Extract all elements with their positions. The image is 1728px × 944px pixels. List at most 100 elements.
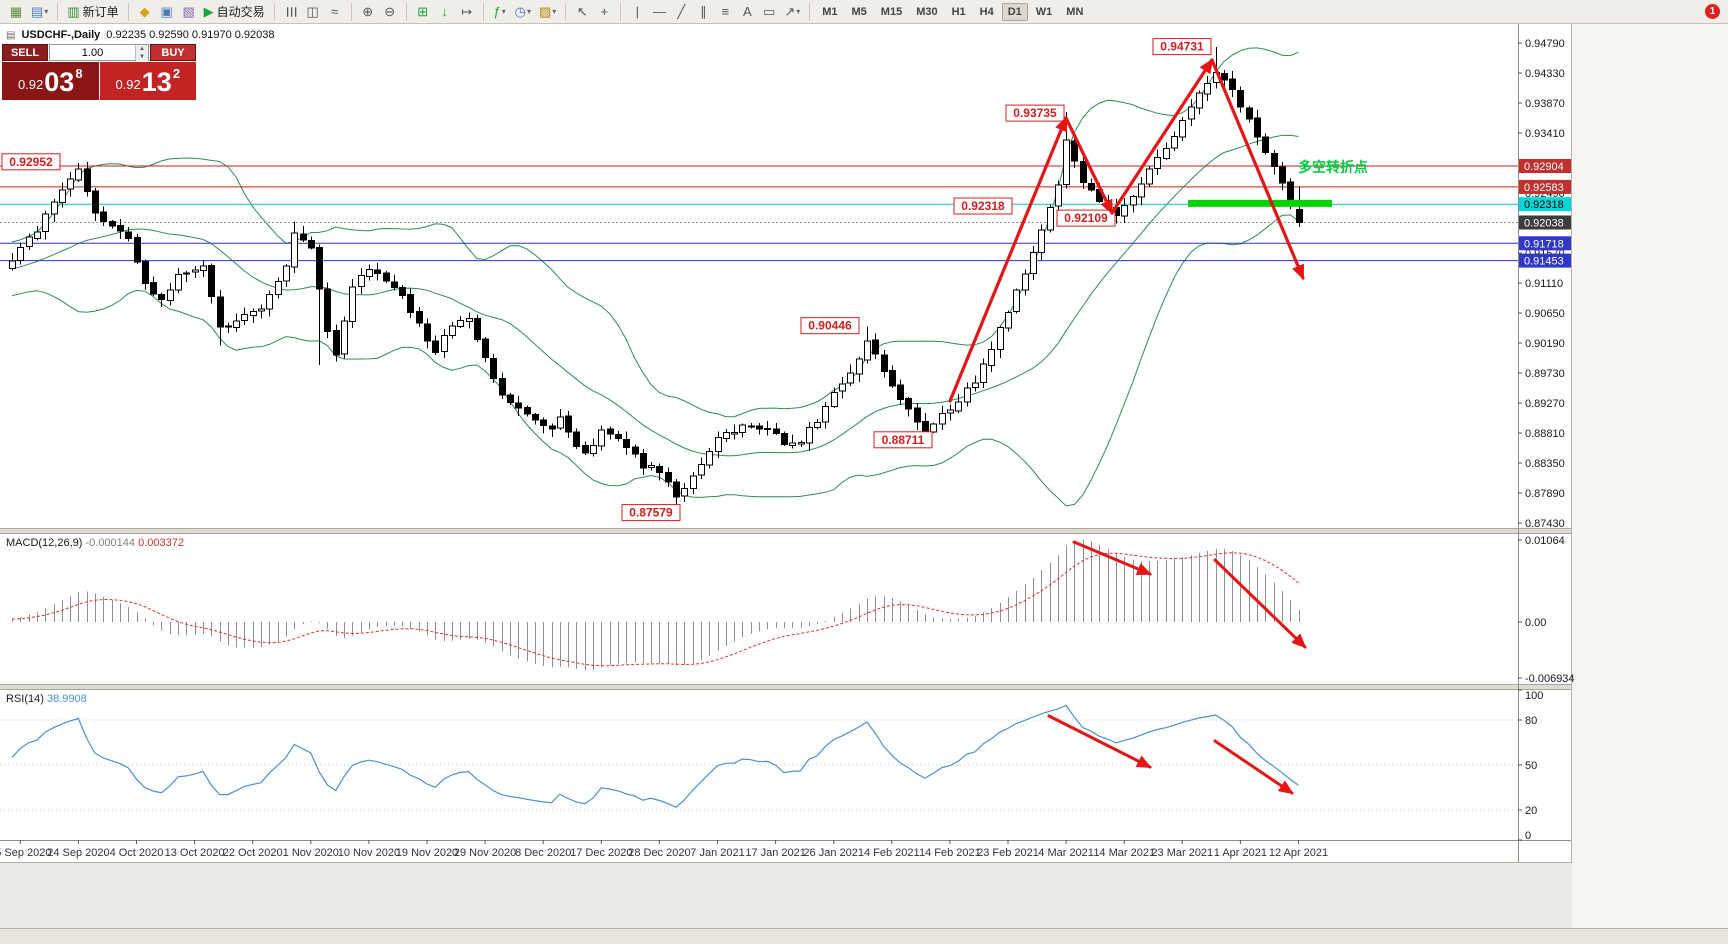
sell-price-big: 03 [44, 67, 75, 97]
trend-arrows[interactable] [948, 58, 1305, 403]
annotation-text: 0.92109 [1064, 211, 1108, 225]
price-axis-label: 0.87890 [1525, 488, 1565, 500]
metaeditor-icon: ◆ [139, 3, 150, 19]
rsi-arrow[interactable] [1213, 739, 1294, 795]
buy-price-prefix: 0.92 [115, 77, 141, 92]
metaeditor-icon[interactable]: ◆ [135, 2, 155, 22]
notification-badge[interactable]: 1 [1705, 4, 1720, 19]
trendline-icon[interactable]: ╱ [671, 2, 691, 22]
timeframe-m30-button[interactable]: M30 [916, 5, 938, 18]
equidistant-channel-icon[interactable]: ∥ [693, 2, 713, 22]
macd-panel [11, 540, 1300, 671]
annotation-box[interactable] [1056, 209, 1116, 227]
dropdown-arrow-icon[interactable]: ▾ [501, 7, 506, 16]
trend-arrow [948, 116, 1068, 403]
timeframe-h4-button[interactable]: H4 [979, 5, 994, 18]
volume-down-icon[interactable]: ▼ [136, 53, 148, 61]
new-order-button[interactable]: ▥ 新订单 [64, 2, 121, 22]
volume-up-icon[interactable]: ▲ [136, 45, 148, 53]
buy-button[interactable]: BUY [150, 44, 196, 61]
annotation-box[interactable] [953, 197, 1013, 215]
one-click-trading-panel: SELL ▲ ▼ BUY 0.92 03 8 0.92 13 2 [2, 44, 196, 100]
autotrading-icon: ▶ [203, 3, 214, 19]
toolbar-separator [809, 2, 811, 21]
dropdown-arrow-icon[interactable]: ▾ [552, 7, 557, 16]
arrows-icon[interactable]: ↗ ▾ [781, 2, 803, 22]
volume-input[interactable] [50, 45, 135, 60]
timeframe-mn-button[interactable]: MN [1066, 5, 1084, 18]
tile-windows-icon[interactable]: ⊞ [413, 2, 433, 22]
toolbar-separator [273, 2, 275, 21]
trend-arrow [1110, 58, 1214, 215]
rsi-scale-label: 0 [1525, 830, 1531, 842]
cursor-icon: ↖ [576, 3, 588, 19]
arrows-icon: ↗ [784, 3, 796, 19]
annotation-box[interactable] [1, 153, 61, 171]
annotation-text: 0.87579 [629, 506, 673, 520]
bar-chart-icon: ☰ [283, 5, 299, 18]
annotation-box[interactable] [800, 317, 860, 335]
periods-icon: ◷ [514, 3, 526, 19]
sell-button[interactable]: SELL [2, 44, 48, 61]
fibonacci-icon[interactable]: ≡ [715, 2, 735, 22]
time-axis-label: 7 Jan 2021 [690, 847, 744, 859]
annotation-text: 0.93735 [1013, 106, 1057, 120]
panel-separator[interactable] [0, 684, 1572, 690]
zoom-out-icon[interactable]: ⊖ [380, 2, 400, 22]
price-axis-badge-text: 0.91453 [1524, 256, 1564, 268]
time-axis-label: 28 Dec 2020 [628, 847, 690, 859]
crosshair-icon[interactable]: + [594, 2, 614, 22]
buy-price-panel[interactable]: 0.92 13 2 [99, 62, 196, 100]
indicators-icon[interactable]: ƒ ▾ [490, 2, 510, 22]
periods-icon[interactable]: ◷ ▾ [512, 2, 534, 22]
dropdown-arrow-icon[interactable]: ▾ [44, 7, 49, 16]
macd-arrow[interactable] [1072, 540, 1152, 576]
text-label-icon[interactable]: ▭ [759, 2, 779, 22]
price-annotations: 0.92952 0.87579 0.90446 0.88711 0.92318 0.937… [1, 38, 1212, 522]
sell-price-panel[interactable]: 0.92 03 8 [2, 62, 99, 100]
timeframe-w1-button[interactable]: W1 [1035, 5, 1053, 18]
turning-point-label[interactable]: 多空转折点 [1298, 159, 1368, 175]
bar-chart-icon[interactable]: ☰ [281, 2, 301, 22]
navigator-icon[interactable]: ▧ [179, 2, 199, 22]
timeframe-m5-button[interactable]: M5 [851, 5, 867, 18]
cursor-icon[interactable]: ↖ [572, 2, 592, 22]
price-axis-label: 0.94330 [1525, 68, 1565, 80]
dropdown-arrow-icon[interactable]: ▾ [796, 7, 801, 16]
chart-profiles-icon[interactable]: ▤ ▾ [28, 2, 51, 22]
tile-windows-icon: ⊞ [417, 3, 429, 19]
timeframe-m15-button[interactable]: M15 [880, 5, 903, 18]
text-icon[interactable]: A [737, 2, 757, 22]
vertical-line-icon[interactable]: | [627, 2, 647, 22]
rsi-scale-label: 20 [1525, 805, 1537, 817]
text-icon: A [742, 4, 752, 19]
annotation-box[interactable] [873, 431, 933, 449]
toolbar-separator [127, 2, 129, 21]
trend-arrow [1210, 58, 1305, 280]
chart-symbol-period: USDCHF-,Daily [21, 29, 101, 41]
auto-scroll-icon[interactable]: ↓ [435, 2, 455, 22]
macd-arrow[interactable] [1213, 558, 1307, 649]
timeframe-m1-button[interactable]: M1 [822, 5, 838, 18]
new-chart-icon[interactable]: ▦ [6, 2, 26, 22]
chart-shift-icon[interactable]: ↦ [457, 2, 477, 22]
annotation-box[interactable] [1005, 104, 1065, 122]
templates-icon[interactable]: ▨ ▾ [536, 2, 559, 22]
candlestick-chart-icon[interactable]: ◫ [303, 2, 323, 22]
macd-scale-label: 0.01064 [1525, 535, 1565, 547]
terminal-icon[interactable]: ▣ [157, 2, 177, 22]
timeframe-d1-button[interactable]: D1 [1001, 2, 1028, 21]
horizontal-line-icon[interactable]: — [649, 2, 669, 22]
price-axis-badge-text: 0.92038 [1524, 218, 1564, 230]
dropdown-arrow-icon[interactable]: ▾ [526, 7, 531, 16]
line-chart-icon[interactable]: ≈ [325, 2, 345, 22]
zoom-in-icon[interactable]: ⊕ [358, 2, 378, 22]
annotation-box[interactable] [1152, 38, 1212, 56]
annotation-box[interactable] [621, 504, 681, 522]
panel-separator[interactable] [0, 528, 1572, 534]
main-toolbar: ▦ ▤ ▾ ▥ 新订单 ◆ ▣ ▧ ▶ 自动交易 ☰ ◫ ≈ ⊕ ⊖ ⊞ ↓ ↦ ƒ ▾ ◷ ▾ ▨ ▾ ↖ + | — ╱ ∥ ≡ A ▭ ↗ ▾… [0, 0, 1728, 24]
rsi-arrow[interactable] [1047, 714, 1152, 769]
autotrading-button[interactable]: ▶ 自动交易 [201, 2, 268, 22]
timeframe-h1-button[interactable]: H1 [951, 5, 966, 18]
